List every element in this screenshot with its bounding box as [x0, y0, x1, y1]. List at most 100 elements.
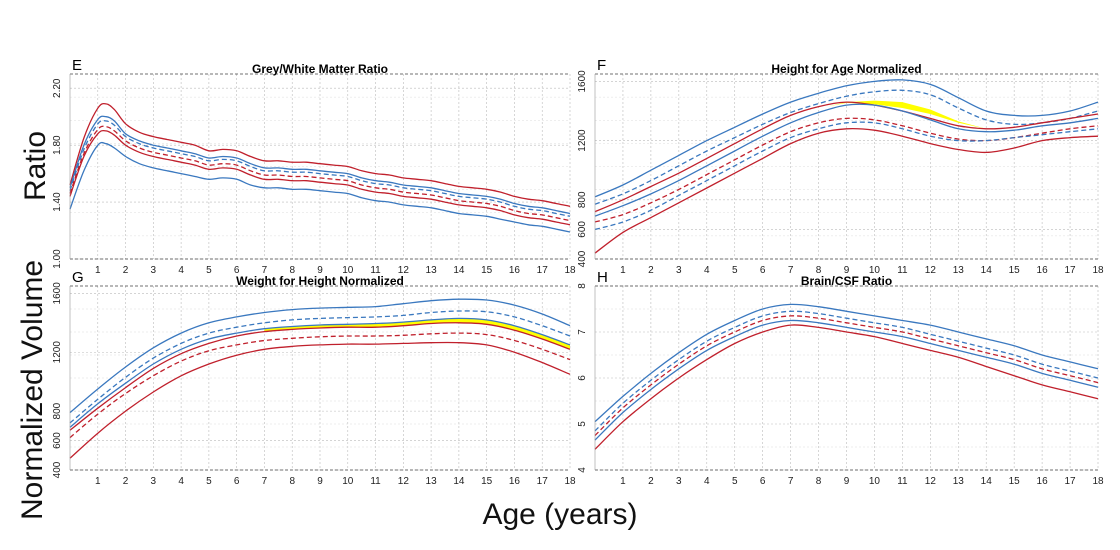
- y-axis-label-normalized-volume: Normalized Volume: [16, 259, 49, 520]
- x-tick-label: 1: [620, 476, 626, 487]
- x-tick-label: 2: [123, 476, 129, 487]
- x-tick-label: 15: [1009, 265, 1021, 276]
- x-axis-label-age: Age (years): [482, 498, 638, 531]
- x-tick-label: 3: [151, 476, 157, 487]
- x-tick-label: 6: [760, 476, 766, 487]
- x-tick-label: 12: [398, 265, 410, 276]
- series-line-blue: [594, 103, 1099, 217]
- panel-letter: H: [597, 269, 608, 286]
- x-tick-label: 6: [234, 265, 240, 276]
- x-tick-label: 4: [178, 265, 184, 276]
- x-tick-label: 10: [869, 476, 881, 487]
- y-tick-label: 400: [577, 250, 588, 267]
- y-tick-label: 600: [52, 432, 63, 449]
- x-tick-label: 8: [816, 476, 822, 487]
- x-tick-label: 2: [123, 265, 129, 276]
- series-line-red-dashed: [69, 332, 571, 439]
- y-tick-label: 1200: [577, 129, 588, 152]
- y-tick-label: 800: [52, 402, 63, 419]
- x-tick-label: 8: [289, 476, 295, 487]
- series-line-blue-dashed: [69, 310, 571, 424]
- panel-title: Brain/CSF Ratio: [801, 274, 892, 288]
- x-tick-label: 11: [370, 476, 381, 487]
- x-tick-label: 1: [95, 265, 101, 276]
- x-tick-label: 15: [1009, 476, 1021, 487]
- x-tick-label: 11: [897, 265, 908, 276]
- series-line-red-dashed: [69, 125, 571, 222]
- x-tick-label: 13: [953, 476, 965, 487]
- x-tick-label: 14: [453, 265, 465, 276]
- x-tick-label: 9: [317, 476, 323, 487]
- x-tick-label: 7: [262, 265, 268, 276]
- x-tick-label: 10: [342, 265, 354, 276]
- x-tick-label: 9: [844, 265, 850, 276]
- x-tick-label: 13: [426, 476, 438, 487]
- y-tick-label: 1.00: [52, 249, 63, 269]
- panel-title: Weight for Height Normalized: [236, 274, 404, 288]
- y-tick-label: 2.20: [52, 78, 63, 98]
- x-tick-label: 5: [206, 265, 212, 276]
- x-tick-label: 2: [648, 476, 654, 487]
- x-tick-label: 7: [788, 265, 794, 276]
- x-tick-label: 7: [262, 476, 268, 487]
- series-line-blue: [69, 141, 571, 233]
- x-tick-label: 18: [564, 265, 576, 276]
- x-tick-label: 2: [648, 265, 654, 276]
- x-tick-label: 10: [342, 476, 354, 487]
- panel-letter: G: [72, 269, 84, 286]
- series-line-red: [594, 127, 1099, 254]
- y-tick-label: 7: [577, 329, 588, 335]
- y-tick-label: 1200: [52, 341, 63, 364]
- x-tick-label: 1: [620, 265, 626, 276]
- series-line-blue-dashed: [594, 121, 1099, 231]
- x-tick-label: 18: [1092, 265, 1104, 276]
- x-tick-label: 16: [1037, 476, 1049, 487]
- series-line-red: [69, 102, 571, 207]
- series-line-blue-dashed: [594, 89, 1099, 205]
- x-tick-label: 9: [317, 265, 323, 276]
- series-line-blue: [594, 79, 1099, 198]
- x-tick-label: 16: [1037, 265, 1049, 276]
- x-tick-label: 17: [537, 476, 549, 487]
- series-line-blue: [594, 319, 1099, 441]
- highlight-band: [826, 100, 987, 129]
- x-tick-label: 5: [732, 265, 738, 276]
- highlight-band: [264, 318, 570, 350]
- x-tick-label: 13: [953, 265, 965, 276]
- y-tick-label: 1600: [577, 70, 588, 93]
- x-tick-label: 9: [844, 476, 850, 487]
- panel-title: Grey/White Matter Ratio: [252, 62, 388, 76]
- series-line-red: [594, 101, 1099, 213]
- panel-letter: F: [597, 57, 606, 74]
- y-axis-label-ratio: Ratio: [19, 130, 52, 202]
- x-tick-label: 15: [481, 476, 493, 487]
- y-tick-label: 5: [577, 421, 588, 427]
- x-tick-label: 18: [1092, 476, 1104, 487]
- x-tick-label: 7: [788, 476, 794, 487]
- x-tick-label: 3: [151, 265, 157, 276]
- x-tick-label: 11: [897, 476, 908, 487]
- x-tick-label: 10: [869, 265, 881, 276]
- x-tick-label: 3: [676, 476, 682, 487]
- x-tick-label: 17: [1064, 476, 1076, 487]
- series-line-blue-dashed: [594, 310, 1099, 432]
- x-tick-label: 4: [178, 476, 184, 487]
- x-tick-label: 4: [704, 476, 710, 487]
- series-line-blue-dashed: [69, 119, 571, 217]
- y-tick-label: 1600: [52, 282, 63, 305]
- x-tick-label: 8: [816, 265, 822, 276]
- series-line-blue: [594, 303, 1099, 423]
- x-tick-label: 8: [289, 265, 295, 276]
- x-tick-label: 5: [732, 476, 738, 487]
- x-tick-label: 15: [481, 265, 493, 276]
- x-tick-label: 12: [398, 476, 410, 487]
- y-tick-label: 600: [577, 221, 588, 238]
- x-tick-label: 13: [426, 265, 438, 276]
- x-tick-label: 14: [981, 476, 993, 487]
- x-tick-label: 5: [206, 476, 212, 487]
- y-tick-label: 800: [577, 191, 588, 208]
